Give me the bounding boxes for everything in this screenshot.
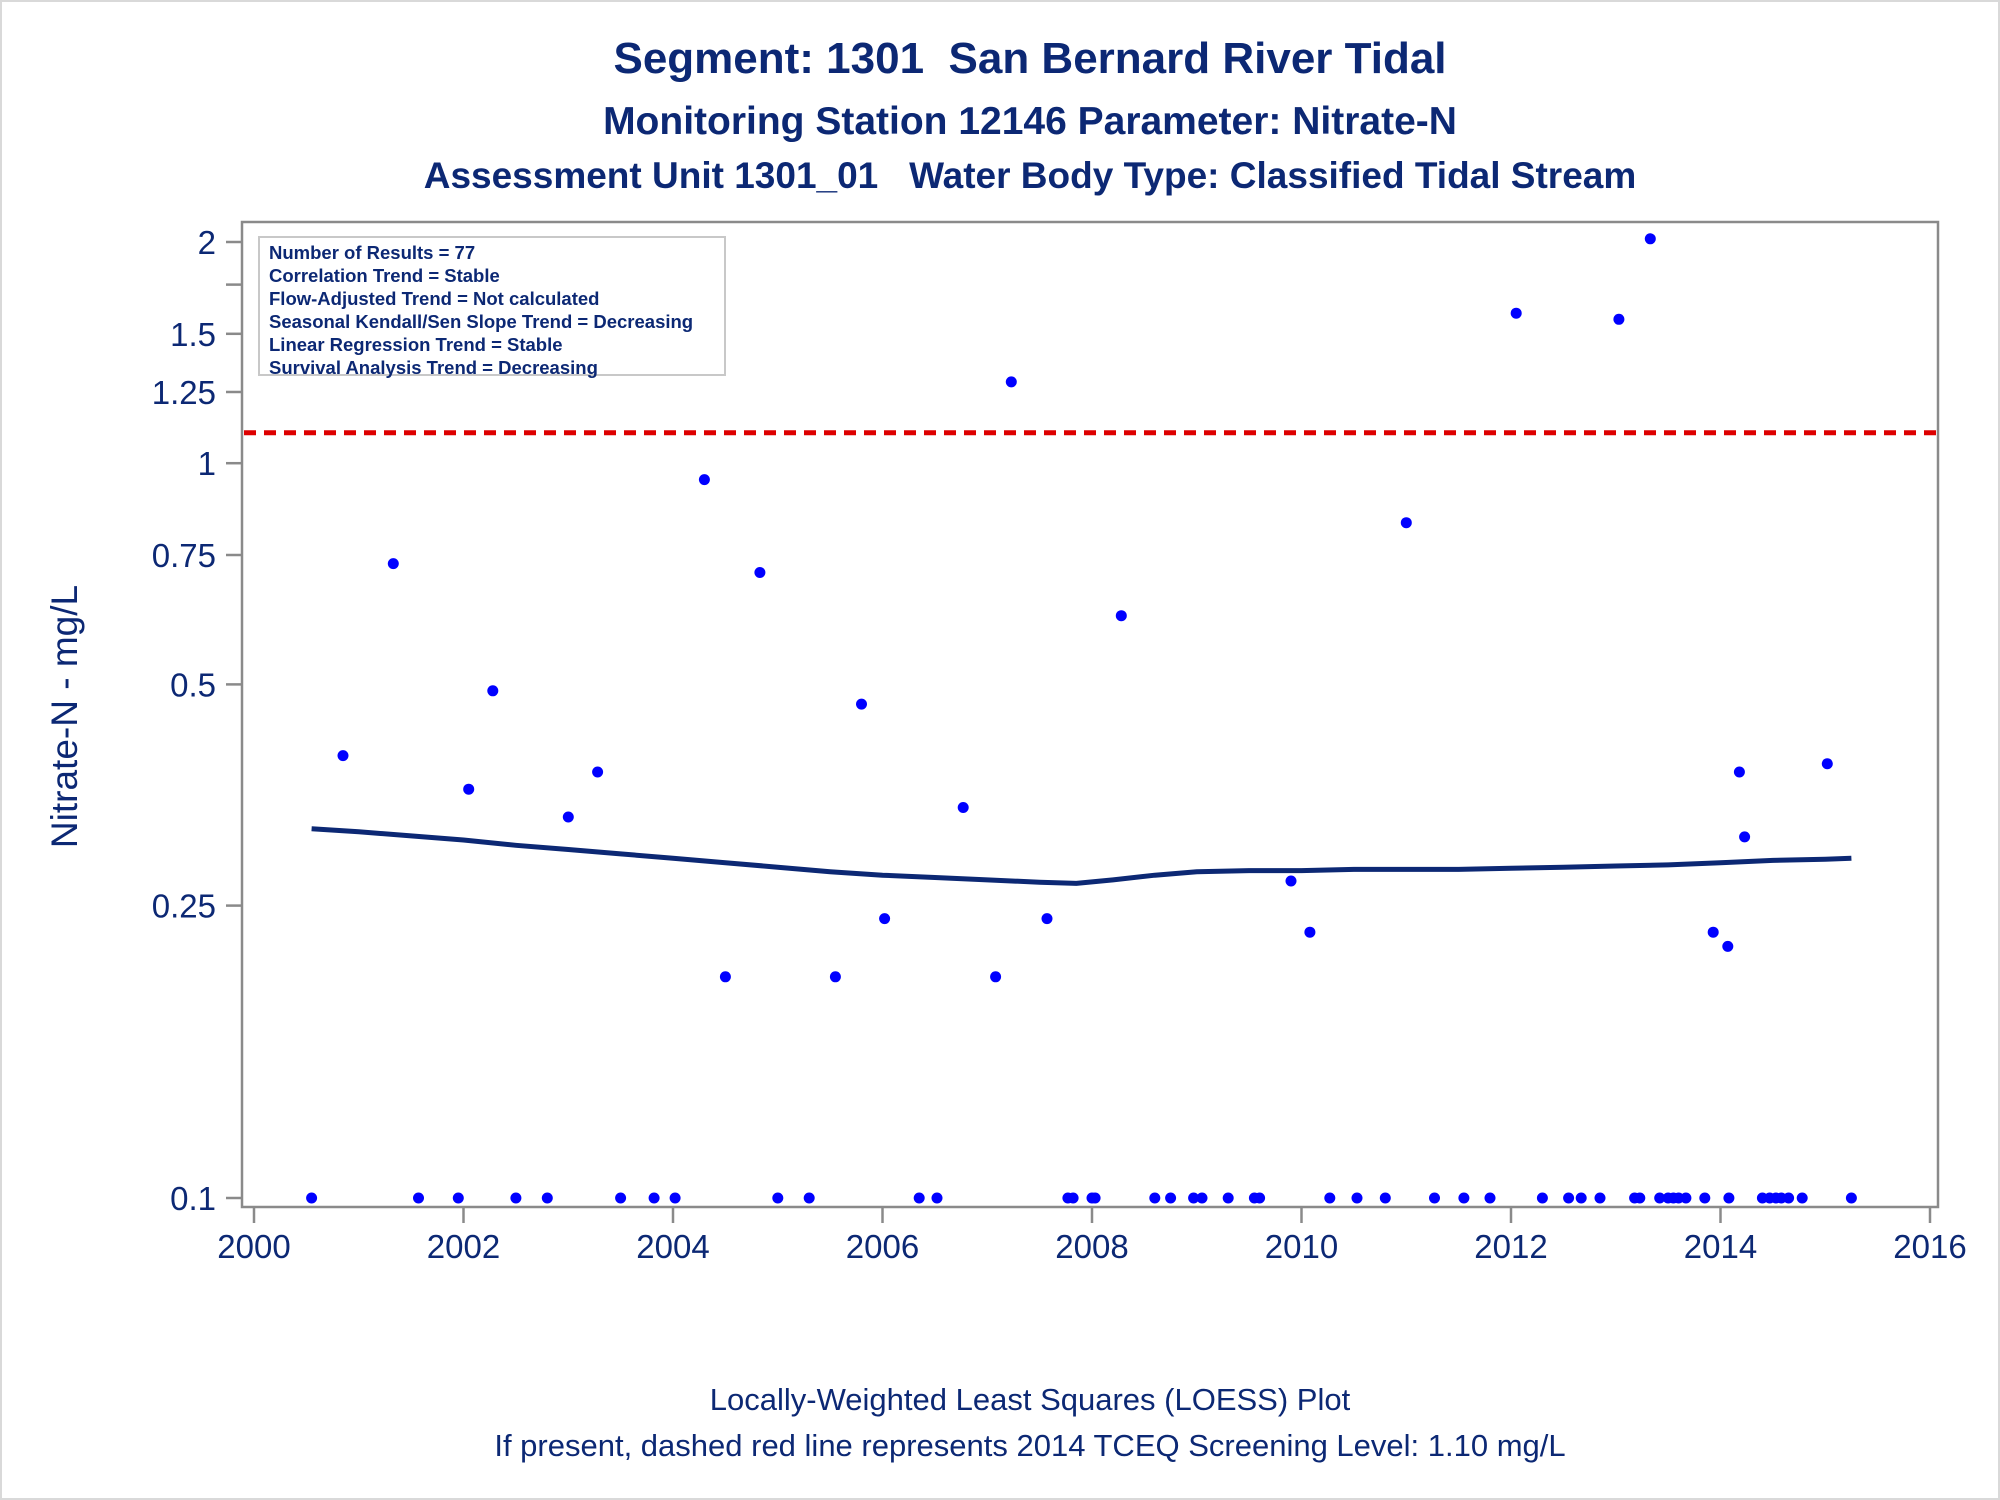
data-point — [803, 1192, 815, 1204]
stats-line: Correlation Trend = Stable — [269, 265, 500, 286]
data-point — [1613, 313, 1625, 325]
data-point — [913, 1192, 925, 1204]
data-point — [879, 913, 891, 925]
data-point — [1510, 307, 1522, 319]
data-point — [306, 1192, 318, 1204]
data-point — [1821, 758, 1833, 770]
y-tick-label: 1 — [198, 445, 216, 482]
stats-line: Seasonal Kendall/Sen Slope Trend = Decre… — [269, 311, 694, 332]
stats-line: Number of Results = 77 — [269, 242, 476, 263]
data-point — [1845, 1192, 1857, 1204]
data-point — [1222, 1192, 1234, 1204]
data-point — [1429, 1192, 1440, 1204]
data-point — [1575, 1192, 1587, 1204]
x-tick-label: 2006 — [846, 1228, 919, 1265]
data-point — [1484, 1192, 1496, 1204]
data-point — [1594, 1192, 1606, 1204]
chart-title: Segment: 1301 San Bernard River Tidal — [613, 34, 1447, 83]
data-point — [856, 698, 867, 710]
data-point — [1067, 1192, 1079, 1204]
x-tick-label: 2014 — [1684, 1228, 1757, 1265]
data-point — [510, 1192, 522, 1204]
data-point — [615, 1192, 627, 1204]
data-point — [562, 811, 574, 823]
data-point — [1115, 610, 1127, 622]
stats-box: Number of Results = 77 Correlation Trend… — [258, 236, 726, 378]
data-point — [669, 1192, 681, 1204]
y-tick-label: 2 — [198, 224, 216, 261]
footnote-loess: Locally-Weighted Least Squares (LOESS) P… — [709, 1382, 1351, 1417]
x-tick-label: 2012 — [1474, 1228, 1547, 1265]
x-tick-label: 2008 — [1055, 1228, 1128, 1265]
data-point — [931, 1192, 943, 1204]
data-point — [1680, 1192, 1692, 1204]
data-point — [1796, 1192, 1808, 1204]
data-point — [1634, 1192, 1646, 1204]
stats-line: Survival Analysis Trend = Decreasing — [269, 357, 598, 378]
data-point — [452, 1192, 464, 1204]
data-point — [1654, 1192, 1666, 1204]
loess-line — [311, 826, 1852, 886]
data-point — [1536, 1192, 1548, 1204]
data-point — [1733, 766, 1745, 778]
data-point — [1351, 1192, 1363, 1204]
data-point — [463, 783, 475, 795]
data-point — [1458, 1192, 1470, 1204]
y-tick-label: 1.25 — [152, 374, 216, 411]
data-point — [1379, 1192, 1391, 1204]
data-point — [957, 802, 969, 813]
data-point — [1723, 1192, 1735, 1204]
x-tick-label: 2004 — [636, 1228, 709, 1265]
data-point — [1165, 1192, 1177, 1204]
data-point — [1149, 1192, 1161, 1204]
chart-subtitle-assessment: Assessment Unit 1301_01 Water Body Type:… — [423, 155, 1637, 196]
data-point — [387, 558, 399, 570]
y-tick-label: 1.5 — [170, 316, 216, 353]
data-point — [698, 474, 710, 486]
data-point — [1196, 1192, 1208, 1204]
y-axis-label: Nitrate-N - mg/L — [44, 585, 85, 848]
data-point — [1739, 831, 1751, 843]
data-point — [541, 1192, 553, 1204]
data-point — [1400, 517, 1412, 529]
data-point — [592, 766, 604, 778]
data-point — [772, 1192, 784, 1204]
y-tick-label: 0.5 — [170, 666, 216, 703]
data-point — [1304, 926, 1316, 938]
data-point — [719, 971, 731, 983]
y-tick-label: 0.75 — [152, 537, 216, 574]
data-point — [1563, 1192, 1575, 1204]
data-point — [1089, 1192, 1101, 1204]
data-point — [990, 971, 1002, 983]
data-point — [1005, 376, 1017, 388]
y-tick-label: 0.25 — [152, 888, 216, 925]
data-point — [1254, 1192, 1266, 1204]
data-point — [1722, 940, 1734, 952]
data-point — [1285, 875, 1297, 887]
data-point — [337, 750, 349, 762]
data-point — [1707, 926, 1719, 938]
x-tick-label: 2010 — [1265, 1228, 1338, 1265]
stats-line: Linear Regression Trend = Stable — [269, 334, 563, 355]
x-tick-label: 2002 — [427, 1228, 500, 1265]
plot-area-border — [240, 220, 1940, 1209]
data-point — [1041, 913, 1053, 925]
chart-subtitle-station: Monitoring Station 12146 Parameter: Nitr… — [603, 100, 1457, 143]
data-point — [1188, 1192, 1200, 1204]
data-point — [1783, 1192, 1795, 1204]
x-tick-label: 2016 — [1893, 1228, 1966, 1265]
data-point — [487, 685, 499, 697]
data-point — [754, 567, 766, 578]
data-point — [1699, 1192, 1711, 1204]
data-point — [648, 1192, 660, 1204]
data-point — [829, 971, 841, 983]
stats-line: Flow-Adjusted Trend = Not calculated — [269, 288, 600, 309]
data-point — [1644, 233, 1656, 245]
x-tick-label: 2000 — [217, 1228, 290, 1265]
y-tick-label: 0.1 — [170, 1180, 216, 1217]
data-point — [413, 1192, 424, 1204]
footnote-screening: If present, dashed red line represents 2… — [494, 1428, 1566, 1463]
data-point — [1324, 1192, 1336, 1204]
